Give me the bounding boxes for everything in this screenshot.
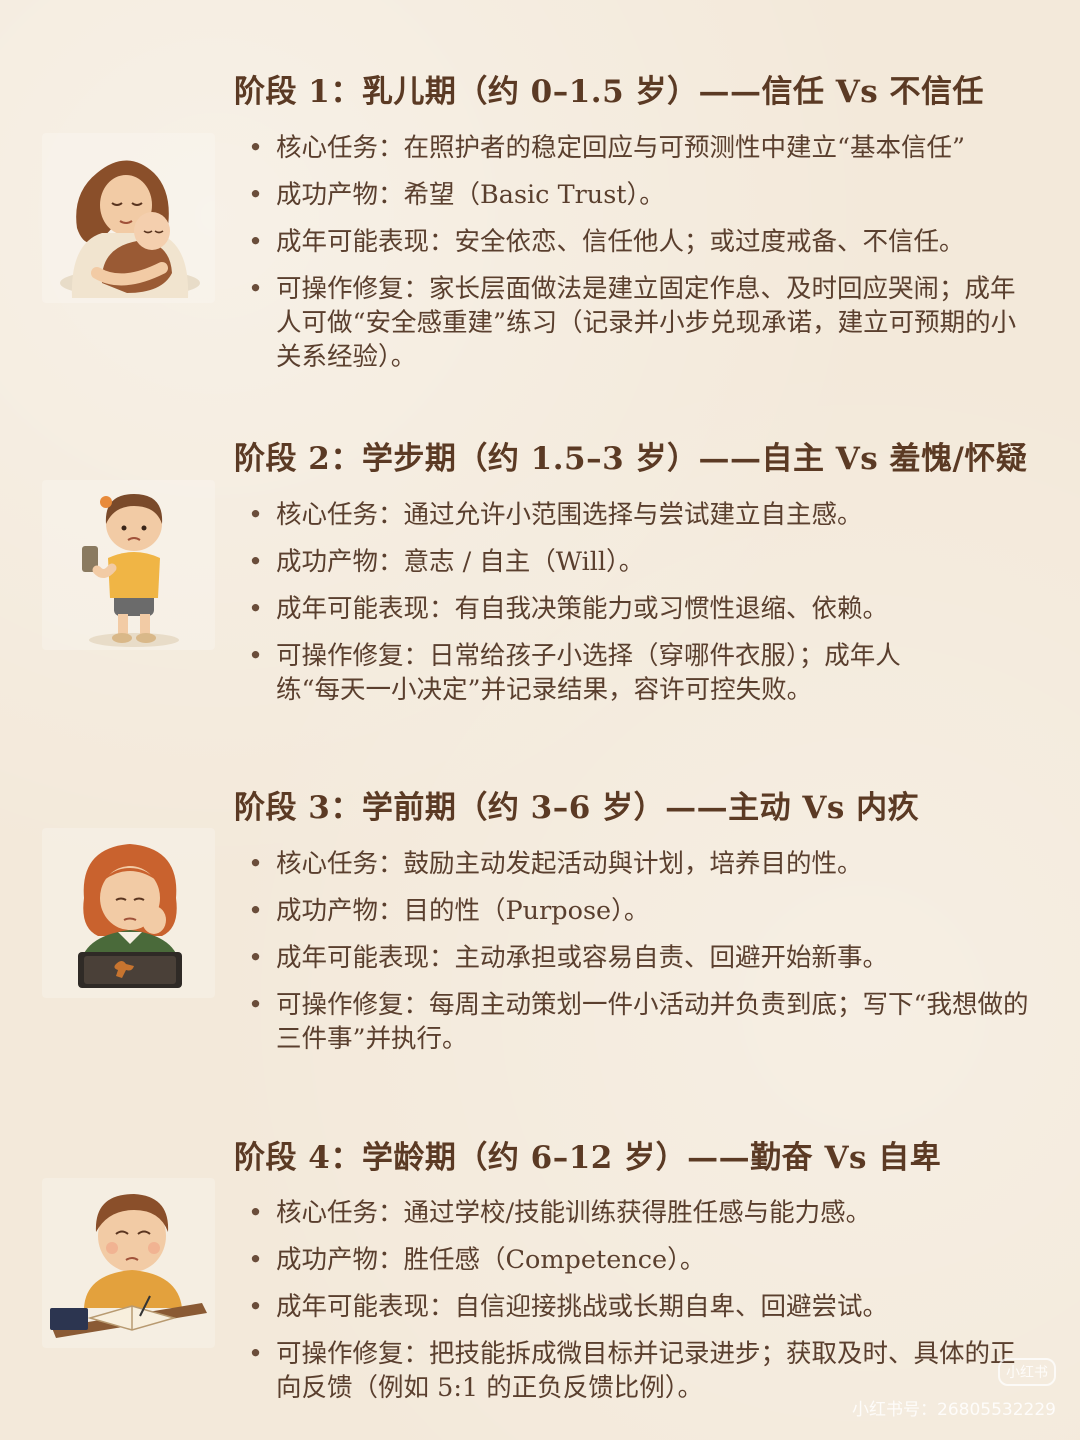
list-item: • 成年可能表现：自信迎接挑战或长期自卑、回避尝试。 [248, 1292, 889, 1322]
boy-writing-illustration [42, 1178, 215, 1348]
list-item: • 可操作修复：把技能拆成微目标并记录进步；获取及时、具体的正向反馈（例如 5:1… [248, 1339, 1016, 1403]
toddler-illustration [42, 480, 215, 650]
list-item: • 成功产物：希望（Basic Trust）。 [248, 180, 665, 210]
stage-3-title: 阶段 3：学前期（约 3–6 岁）——主动 Vs 内疚 [234, 790, 920, 826]
list-item: • 可操作修复：家长层面做法是建立固定作息、及时回应哭闹；成年人可做“安全感重建”… [248, 274, 1017, 372]
stage-2-title: 阶段 2：学步期（约 1.5–3 岁）——自主 Vs 羞愧/怀疑 [234, 441, 1028, 477]
list-item: • 核心任务：在照护者的稳定回应与可预测性中建立“基本信任” [248, 133, 966, 163]
stage-3-bullets: • 核心任务：鼓励主动发起活动與计划，培养目的性。 • 成功产物：目的性（Purpo… [248, 847, 1038, 1069]
list-item: • 成功产物：胜任感（Competence）。 [248, 1245, 706, 1275]
list-item: • 核心任务：鼓励主动发起活动與计划，培养目的性。 [248, 849, 863, 879]
list-item: • 可操作修复：每周主动策划一件小活动并负责到底；写下“我想做的三件事”并执行。 [248, 990, 1029, 1054]
list-item: • 核心任务：通过学校/技能训练获得胜任感与能力感。 [248, 1198, 872, 1228]
stage-4-bullets: • 核心任务：通过学校/技能训练获得胜任感与能力感。 • 成功产物：胜任感（Comp… [248, 1196, 1038, 1418]
stage-4-title: 阶段 4：学龄期（约 6–12 岁）——勤奋 Vs 自卑 [234, 1140, 942, 1176]
stage-1-bullets: • 核心任务：在照护者的稳定回应与可预测性中建立“基本信任” • 成功产物：希望（B… [248, 131, 1038, 387]
mother-baby-illustration [42, 133, 215, 303]
list-item: • 核心任务：通过允许小范围选择与尝试建立自主感。 [248, 500, 863, 530]
list-item: • 成年可能表现：安全依恋、信任他人；或过度戒备、不信任。 [248, 227, 965, 257]
account-id-watermark: 小红书号：26805532229 [852, 1400, 1056, 1420]
stage-1-title: 阶段 1：乳儿期（约 0–1.5 岁）——信任 Vs 不信任 [234, 74, 985, 110]
list-item: • 成年可能表现：有自我决策能力或习惯性退缩、依赖。 [248, 594, 889, 624]
xiaohongshu-logo: 小红书 [998, 1358, 1056, 1386]
girl-baking-illustration [42, 828, 215, 998]
list-item: • 可操作修复：日常给孩子小选择（穿哪件衣服）；成年人练“每天一小决定”并记录结果… [248, 641, 901, 705]
list-item: • 成年可能表现：主动承担或容易自责、回避开始新事。 [248, 943, 889, 973]
list-item: • 成功产物：意志 / 自主（Will）。 [248, 547, 645, 577]
list-item: • 成功产物：目的性（Purpose）。 [248, 896, 650, 926]
stage-2-bullets: • 核心任务：通过允许小范围选择与尝试建立自主感。 • 成功产物：意志 / 自主（W… [248, 498, 1038, 720]
